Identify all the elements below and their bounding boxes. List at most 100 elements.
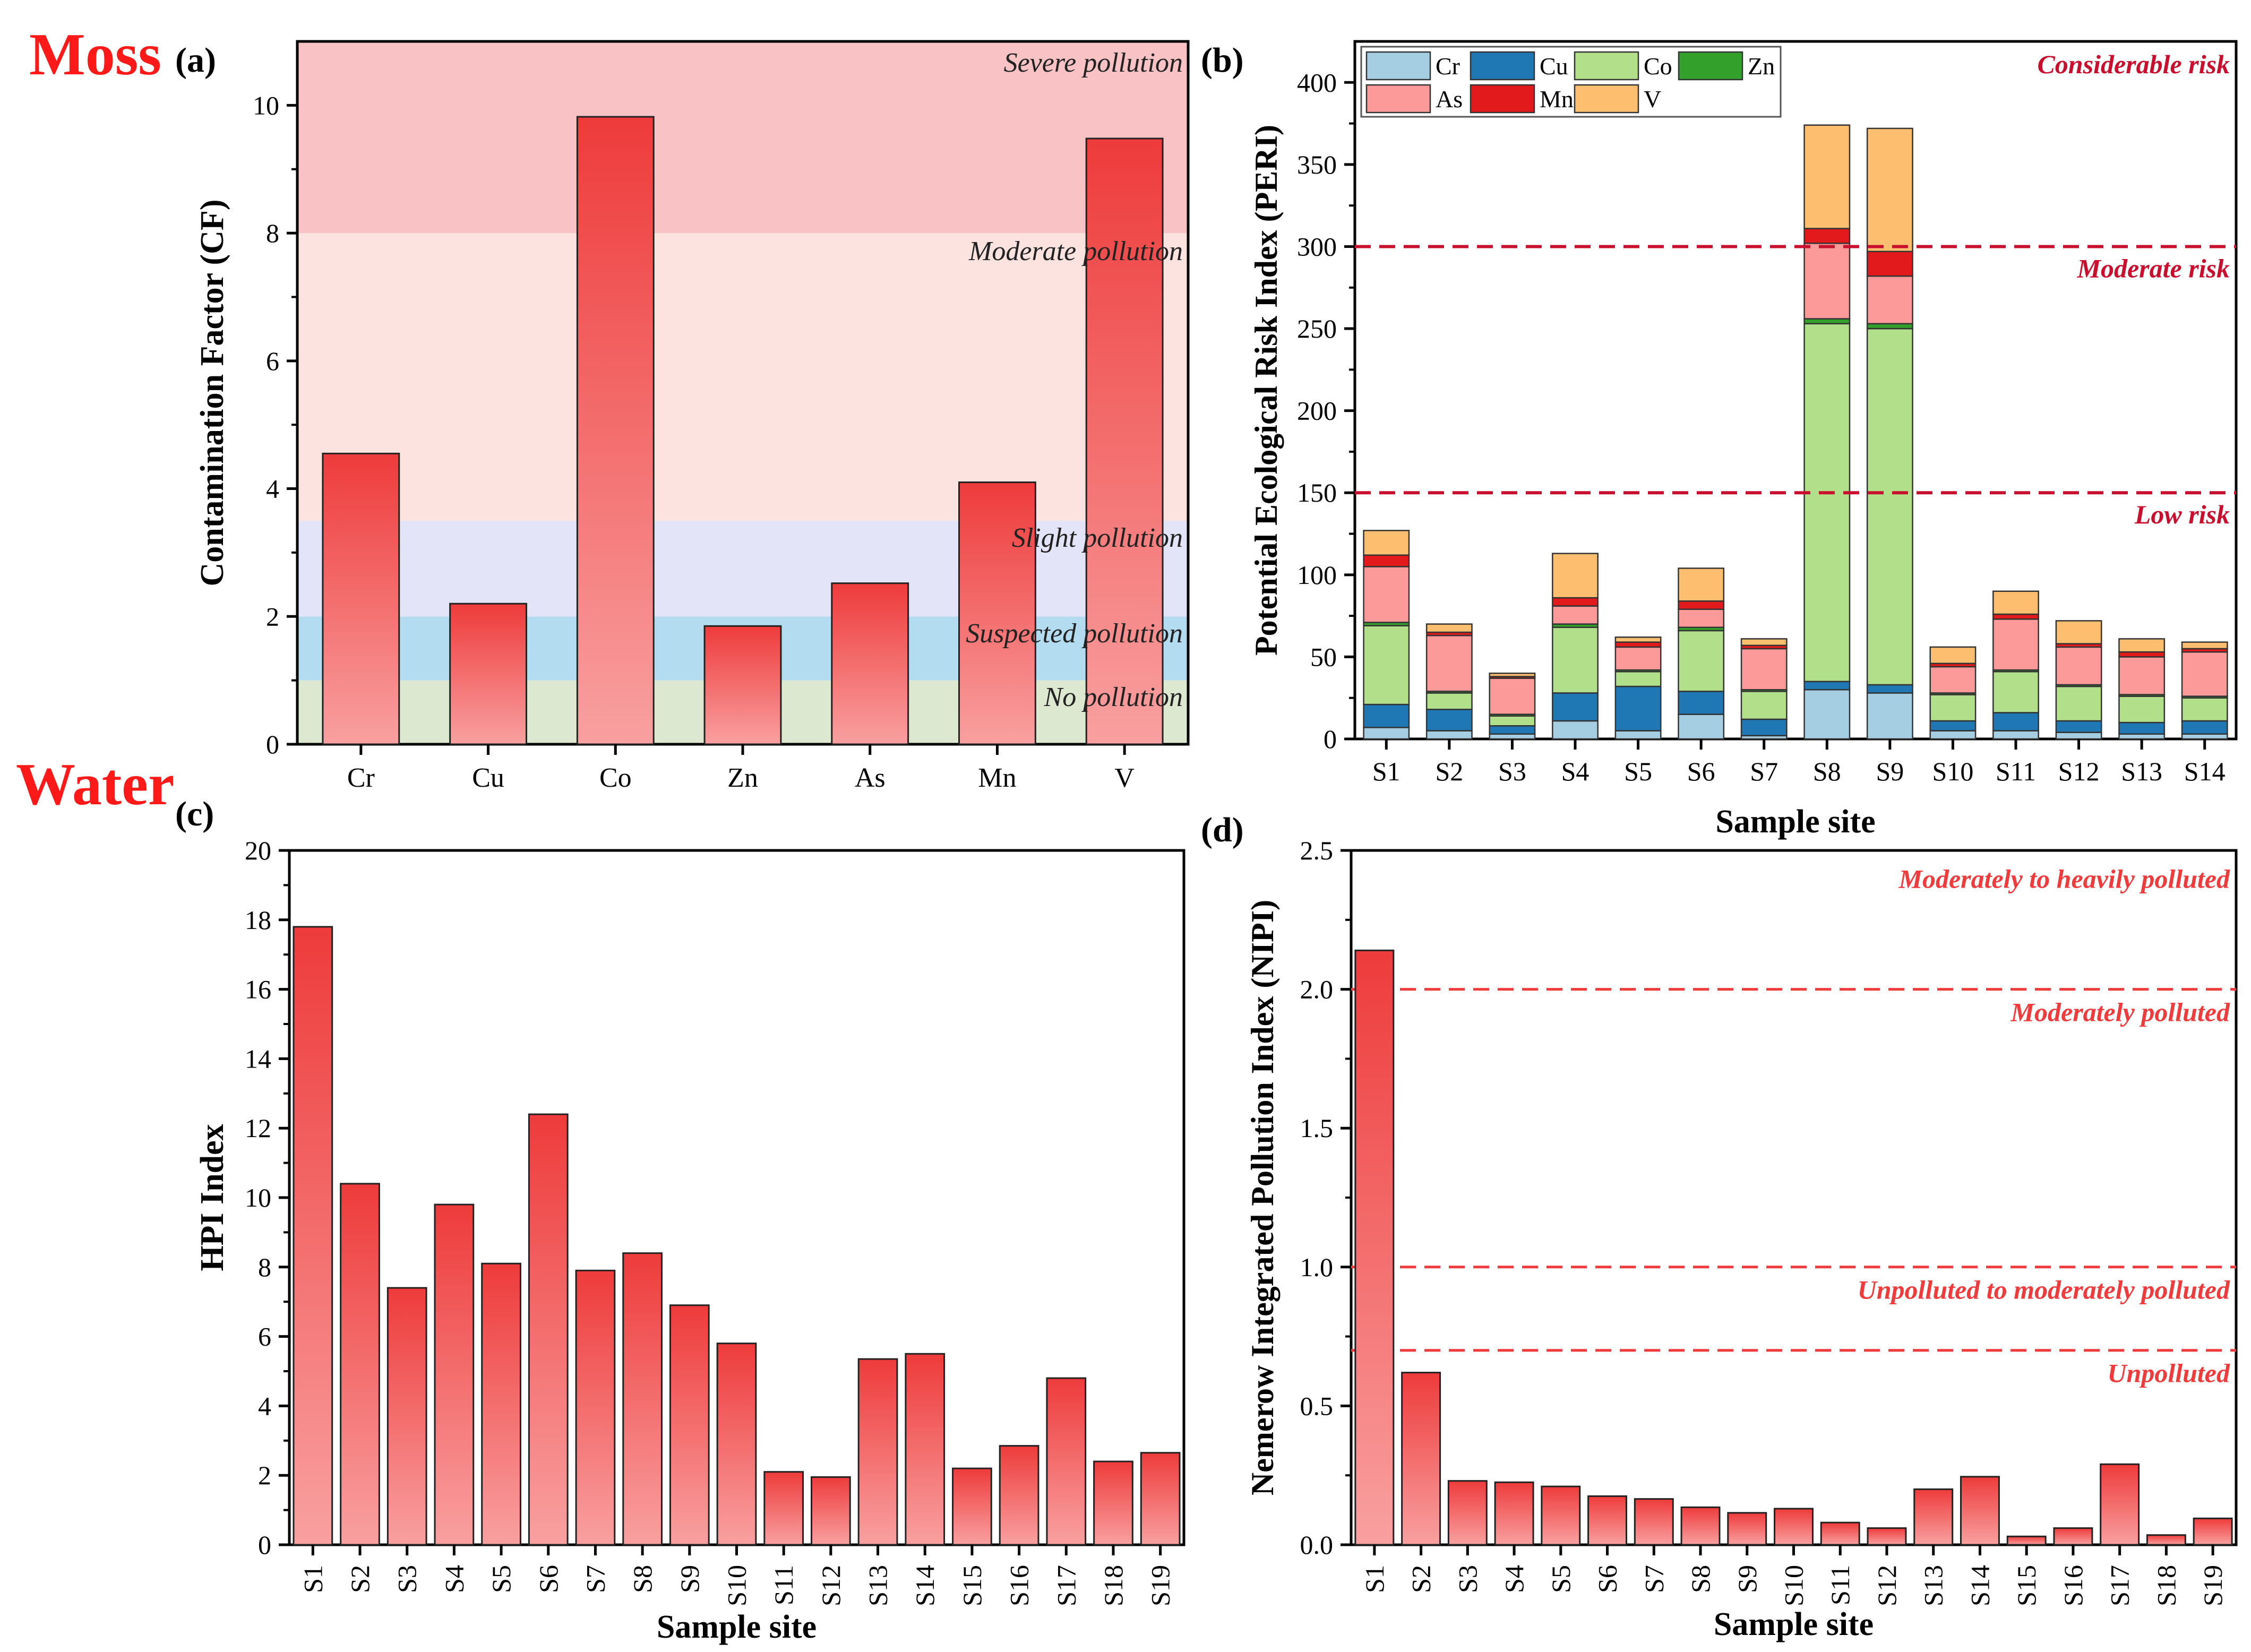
peri-bar-s4-as [1552, 605, 1599, 625]
peri-x-tick-label: S12 [2058, 756, 2100, 786]
hpi-bar-s17 [1046, 1377, 1087, 1546]
cf-x-tick-label: As [855, 763, 886, 793]
nipi-zone-label: Unpolluted to moderately polluted [1858, 1275, 2230, 1305]
hpi-y-tick-label: 6 [258, 1322, 271, 1352]
peri-legend-label: Cu [1540, 53, 1568, 80]
nipi-bar-s19 [2193, 1517, 2233, 1546]
peri-bar-s11-co [1992, 670, 2039, 713]
peri-legend-swatch-v [1574, 84, 1639, 114]
peri-bar-s6-mn [1678, 600, 1725, 610]
hpi-bar-s9 [669, 1304, 710, 1546]
peri-x-tick-label: S14 [2184, 756, 2226, 786]
cf-y-tick-label: 10 [253, 90, 279, 120]
peri-bar-s2-cr [1425, 730, 1473, 740]
nipi-plot-frame [1350, 849, 2238, 1546]
peri-bar-s6-v [1678, 567, 1725, 602]
hpi-x-tick-label: S14 [910, 1565, 940, 1606]
peri-x-tick-label: S3 [1498, 756, 1526, 786]
water-section-label: Water [16, 752, 175, 818]
peri-threshold-label: Low risk [2134, 500, 2230, 529]
peri-y-tick-label: 400 [1297, 67, 1337, 97]
nipi-x-tick-label: S5 [1546, 1565, 1576, 1593]
nipi-bar-s6 [1587, 1495, 1628, 1546]
peri-legend: Cr Cu Co Zn As Mn V [1360, 46, 1782, 118]
peri-bar-s12-as [2055, 646, 2102, 686]
peri-bar-s6-cu [1678, 691, 1725, 715]
panel-c-hpi: 0 2 4 6 8 10 12 14 16 18 20 S1 S2 S3 S4 S5 S6 S7 S8 S9 S10 S1… [175, 795, 1185, 1645]
cf-bar-mn [958, 481, 1036, 745]
peri-bar-s2-as [1425, 634, 1473, 692]
peri-bar-s4-cu [1552, 692, 1599, 722]
peri-bar-s4-cr [1552, 720, 1599, 740]
nipi-bar-s10 [1774, 1508, 1814, 1546]
peri-bar-s11-cu [1992, 712, 2039, 732]
hpi-panel-label: (c) [175, 795, 214, 833]
peri-bar-s3-cu [1489, 725, 1536, 735]
peri-legend-label: As [1436, 85, 1463, 113]
peri-bar-s8-mn [1803, 228, 1851, 244]
peri-legend-swatch-mn [1470, 84, 1535, 114]
peri-x-tick-label: S8 [1813, 756, 1841, 786]
peri-bar-s5-cr [1614, 730, 1662, 740]
peri-bar-s5-mn [1614, 641, 1662, 648]
hpi-y-tick-label: 0 [258, 1530, 271, 1560]
peri-bar-s10-as [1929, 666, 1977, 694]
peri-y-tick-label: 300 [1297, 231, 1337, 261]
hpi-x-tick-label: S15 [957, 1565, 987, 1606]
peri-y-axis-label: Potential Ecological Risk Index (PERI) [1249, 125, 1284, 656]
hpi-x-tick-label: S7 [580, 1565, 610, 1593]
cf-x-tick-label: Mn [978, 763, 1016, 793]
peri-y-tick-label: 50 [1310, 642, 1337, 672]
peri-bar-s5-v [1614, 636, 1662, 643]
peri-bar-s6-cr [1678, 713, 1725, 740]
hpi-bar-s6 [528, 1113, 569, 1546]
nipi-bar-s12 [1867, 1527, 1907, 1546]
peri-bar-s3-co [1489, 715, 1536, 727]
cf-bar-cr [322, 452, 400, 745]
hpi-x-tick-label: S5 [486, 1565, 516, 1593]
nipi-zone-label: Moderately to heavily polluted [1898, 864, 2230, 893]
peri-x-tick-label: S1 [1372, 756, 1401, 786]
peri-bar-s8-v [1803, 124, 1851, 229]
hpi-bar-s2 [340, 1183, 380, 1546]
peri-x-tick-label: S2 [1435, 756, 1463, 786]
peri-bar-s4-mn [1552, 597, 1599, 607]
hpi-bar-s19 [1140, 1452, 1181, 1546]
cf-band-label: Severe pollution [1004, 48, 1183, 78]
cf-bar-co [576, 116, 655, 745]
nipi-x-tick-label: S19 [2198, 1565, 2228, 1606]
peri-legend-swatch-as [1365, 84, 1431, 114]
peri-x-tick-label: S4 [1561, 756, 1590, 786]
hpi-x-axis-label: Sample site [657, 1609, 817, 1645]
nipi-bar-s15 [2006, 1535, 2047, 1546]
nipi-x-tick-label: S9 [1732, 1565, 1762, 1593]
nipi-x-tick-label: S3 [1453, 1565, 1482, 1593]
peri-bar-s11-cr [1992, 730, 2039, 740]
cf-band-severe-pollution [297, 41, 1188, 234]
cf-band-slight-pollution [297, 520, 1188, 617]
nipi-bar-s3 [1447, 1480, 1488, 1546]
peri-bar-s13-as [2118, 656, 2166, 695]
peri-bar-s12-v [2055, 620, 2102, 644]
nipi-bar-s5 [1541, 1485, 1581, 1546]
peri-bar-s14-v [2181, 641, 2228, 650]
peri-bar-s8-zn [1803, 318, 1851, 325]
cf-band-label: No pollution [1044, 682, 1183, 712]
nipi-x-tick-label: S14 [1965, 1565, 1995, 1606]
peri-bar-s14-cu [2181, 720, 2228, 735]
peri-bar-s13-v [2118, 638, 2166, 653]
panel-a-contamination-factor: 0 2 4 6 8 10 Cr Cu Co Zn As Mn V No pollution Suspecte… [175, 40, 1190, 793]
peri-x-tick-label: S10 [1932, 756, 1974, 786]
hpi-x-tick-label: S17 [1051, 1565, 1081, 1606]
hpi-x-tick-label: S9 [675, 1565, 704, 1593]
peri-bar-s9-cu [1866, 684, 1913, 694]
hpi-x-tick-label: S6 [534, 1565, 563, 1593]
nipi-x-tick-label: S16 [2058, 1565, 2088, 1606]
cf-bar-v [1085, 137, 1164, 745]
hpi-bar-s5 [481, 1262, 521, 1546]
peri-bar-s8-as [1803, 243, 1851, 320]
cf-x-tick-label: Zn [727, 763, 758, 793]
peri-y-tick-label: 100 [1297, 560, 1337, 590]
nipi-bar-s13 [1913, 1488, 1954, 1546]
hpi-x-tick-label: S1 [298, 1565, 328, 1593]
